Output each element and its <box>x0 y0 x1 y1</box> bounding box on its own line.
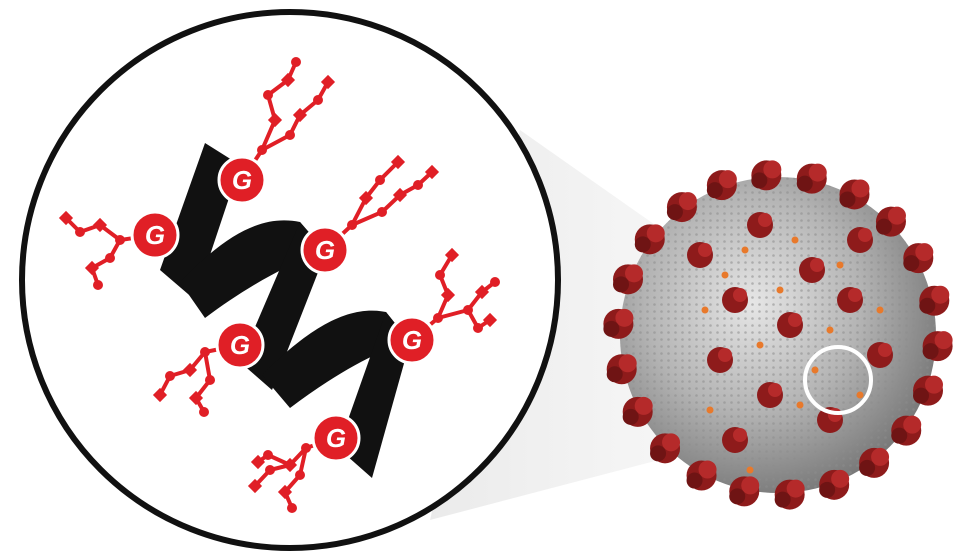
surface-dot <box>742 247 749 254</box>
spike-protein <box>775 480 805 510</box>
coronavirus-particle-icon <box>603 160 952 509</box>
glycan-label: G <box>402 325 422 355</box>
spike-protein <box>799 257 825 283</box>
surface-dot <box>812 367 819 374</box>
spike-protein <box>747 212 773 238</box>
spike-protein <box>722 427 748 453</box>
glycan-label: G <box>232 165 252 195</box>
spike-protein <box>603 309 633 339</box>
spike-protein <box>729 476 759 506</box>
spike-protein <box>797 164 827 194</box>
spike-protein <box>635 224 665 254</box>
spike-protein <box>722 287 748 313</box>
spike-protein <box>819 470 849 500</box>
surface-dot <box>757 342 764 349</box>
spike-protein <box>613 264 643 294</box>
glycan-badge: G <box>313 415 359 461</box>
surface-dot <box>797 402 804 409</box>
spike-protein <box>913 376 943 406</box>
spike-protein <box>867 342 893 368</box>
spike-protein <box>650 433 680 463</box>
spike-protein <box>707 170 737 200</box>
glycan-badge: G <box>389 317 435 363</box>
spike-protein <box>751 160 781 190</box>
spike-protein <box>903 243 933 273</box>
glycan-badge: G <box>302 227 348 273</box>
spike-protein <box>687 461 717 491</box>
surface-dot <box>777 287 784 294</box>
spike-protein <box>667 192 697 222</box>
glycan-label: G <box>315 235 335 265</box>
surface-dot <box>792 237 799 244</box>
surface-dot <box>857 392 864 399</box>
spike-protein <box>847 227 873 253</box>
glycan-label: G <box>145 220 165 250</box>
spike-protein <box>687 242 713 268</box>
glycan-badge: G <box>132 212 178 258</box>
spike-protein <box>859 448 889 478</box>
spike-protein <box>891 416 921 446</box>
surface-dot <box>722 272 729 279</box>
surface-dot <box>747 467 754 474</box>
surface-dot <box>827 327 834 334</box>
spike-protein <box>876 207 906 237</box>
surface-dot <box>702 307 709 314</box>
glycan-label: G <box>230 330 250 360</box>
spike-protein <box>607 354 637 384</box>
spike-protein <box>919 286 949 316</box>
glycan-badge: G <box>217 322 263 368</box>
surface-dot <box>877 307 884 314</box>
spike-protein <box>839 179 869 209</box>
spike-protein <box>707 347 733 373</box>
spike-protein <box>837 287 863 313</box>
spike-protein <box>923 331 953 361</box>
glycan-label: G <box>326 423 346 453</box>
spike-protein <box>757 382 783 408</box>
surface-dot <box>837 262 844 269</box>
surface-dot <box>707 407 714 414</box>
glycan-badge: G <box>219 157 265 203</box>
spike-protein <box>777 312 803 338</box>
spike-protein <box>623 397 653 427</box>
